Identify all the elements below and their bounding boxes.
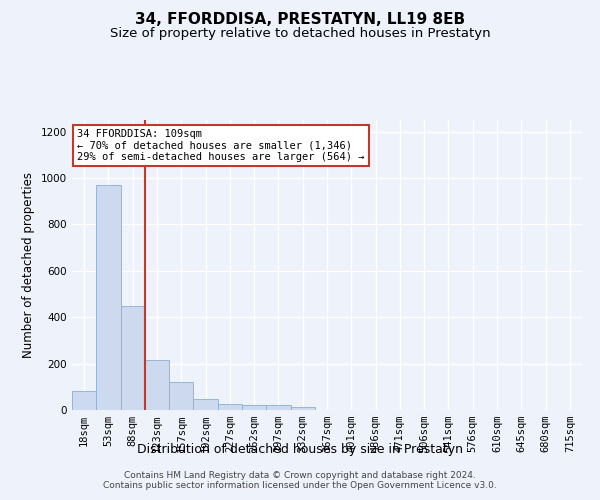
Text: Distribution of detached houses by size in Prestatyn: Distribution of detached houses by size …: [137, 442, 463, 456]
Y-axis label: Number of detached properties: Number of detached properties: [22, 172, 35, 358]
Text: Contains HM Land Registry data © Crown copyright and database right 2024.
Contai: Contains HM Land Registry data © Crown c…: [103, 470, 497, 490]
Text: 34, FFORDDISA, PRESTATYN, LL19 8EB: 34, FFORDDISA, PRESTATYN, LL19 8EB: [135, 12, 465, 28]
Bar: [96, 185, 121, 410]
Text: 34 FFORDDISA: 109sqm
← 70% of detached houses are smaller (1,346)
29% of semi-de: 34 FFORDDISA: 109sqm ← 70% of detached h…: [77, 128, 365, 162]
Bar: [121, 306, 145, 410]
Bar: [169, 382, 193, 410]
Bar: [218, 404, 242, 410]
Bar: [242, 405, 266, 410]
Bar: [145, 360, 169, 410]
Text: Size of property relative to detached houses in Prestatyn: Size of property relative to detached ho…: [110, 28, 490, 40]
Bar: [193, 399, 218, 410]
Bar: [266, 406, 290, 410]
Bar: [290, 407, 315, 410]
Bar: [72, 392, 96, 410]
